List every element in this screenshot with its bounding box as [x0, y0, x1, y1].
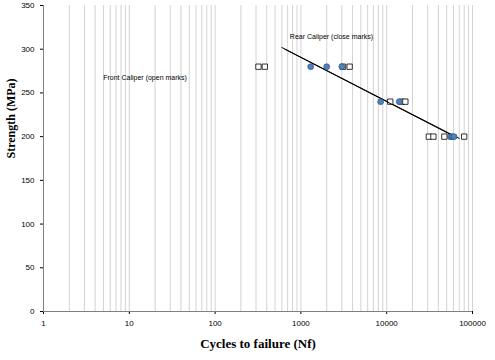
svg-text:150: 150 [21, 176, 35, 185]
svg-text:Rear Caliper (close marks): Rear Caliper (close marks) [290, 33, 373, 41]
svg-text:Strength (MPa): Strength (MPa) [4, 78, 18, 158]
svg-text:100: 100 [21, 220, 35, 229]
svg-text:10000: 10000 [376, 319, 399, 328]
svg-text:Front Caliper (open marks): Front Caliper (open marks) [103, 74, 187, 82]
svg-text:50: 50 [26, 263, 35, 272]
svg-text:1000: 1000 [292, 319, 310, 328]
svg-text:Cycles to failure (Nf): Cycles to failure (Nf) [200, 336, 316, 351]
svg-text:300: 300 [21, 45, 35, 54]
svg-text:100: 100 [208, 319, 222, 328]
svg-text:200: 200 [21, 132, 35, 141]
svg-text:0: 0 [30, 307, 35, 316]
svg-text:350: 350 [21, 1, 35, 10]
svg-text:250: 250 [21, 88, 35, 97]
svg-text:100000: 100000 [459, 319, 486, 328]
svg-text:1: 1 [41, 319, 46, 328]
svg-text:10: 10 [125, 319, 134, 328]
